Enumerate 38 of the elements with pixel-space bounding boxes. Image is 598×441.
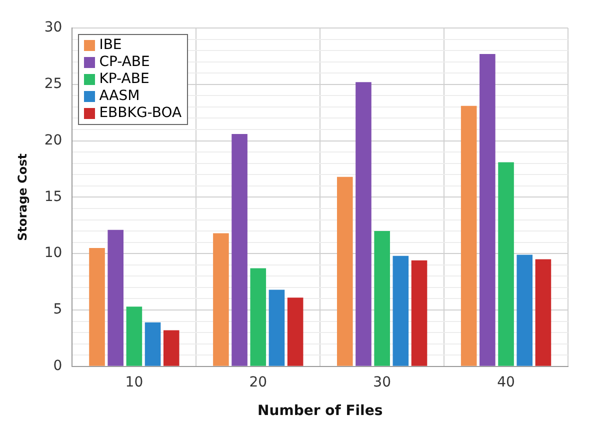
bar bbox=[392, 256, 409, 366]
legend-label: EBBKG-BOA bbox=[99, 105, 182, 122]
legend-label: KP-ABE bbox=[99, 71, 150, 88]
legend-label: AASM bbox=[99, 88, 140, 105]
y-tick-label: 0 bbox=[53, 358, 62, 374]
bar bbox=[480, 54, 496, 366]
legend-label: CP-ABE bbox=[99, 54, 150, 71]
y-tick-label: 20 bbox=[44, 132, 62, 148]
y-tick-label: 10 bbox=[44, 245, 62, 262]
bar bbox=[535, 259, 552, 366]
x-tick-label: 40 bbox=[497, 374, 515, 390]
bar bbox=[126, 306, 142, 366]
bar bbox=[411, 260, 428, 366]
bar bbox=[232, 134, 248, 366]
legend-label: IBE bbox=[99, 37, 122, 54]
bar bbox=[89, 248, 105, 366]
bar bbox=[268, 290, 285, 366]
bar bbox=[144, 322, 161, 366]
x-axis-title: Number of Files bbox=[258, 403, 383, 420]
bar bbox=[250, 268, 266, 366]
bar bbox=[163, 330, 180, 366]
bar bbox=[356, 82, 372, 366]
bar bbox=[498, 162, 514, 366]
y-tick-label: 30 bbox=[44, 20, 62, 36]
x-tick-label: 20 bbox=[249, 374, 268, 390]
bar bbox=[213, 233, 229, 366]
x-tick-label: 30 bbox=[373, 374, 391, 390]
bar bbox=[108, 230, 124, 366]
bar bbox=[336, 176, 353, 366]
bar bbox=[460, 106, 477, 366]
y-tick-label: 25 bbox=[44, 76, 62, 92]
y-axis-title: Storage Cost bbox=[15, 153, 30, 241]
bar bbox=[516, 254, 533, 366]
y-tick-label: 15 bbox=[44, 188, 62, 205]
bar bbox=[374, 231, 390, 366]
bar bbox=[287, 298, 304, 366]
x-tick-label: 10 bbox=[125, 374, 144, 390]
y-tick-label: 5 bbox=[53, 302, 62, 318]
